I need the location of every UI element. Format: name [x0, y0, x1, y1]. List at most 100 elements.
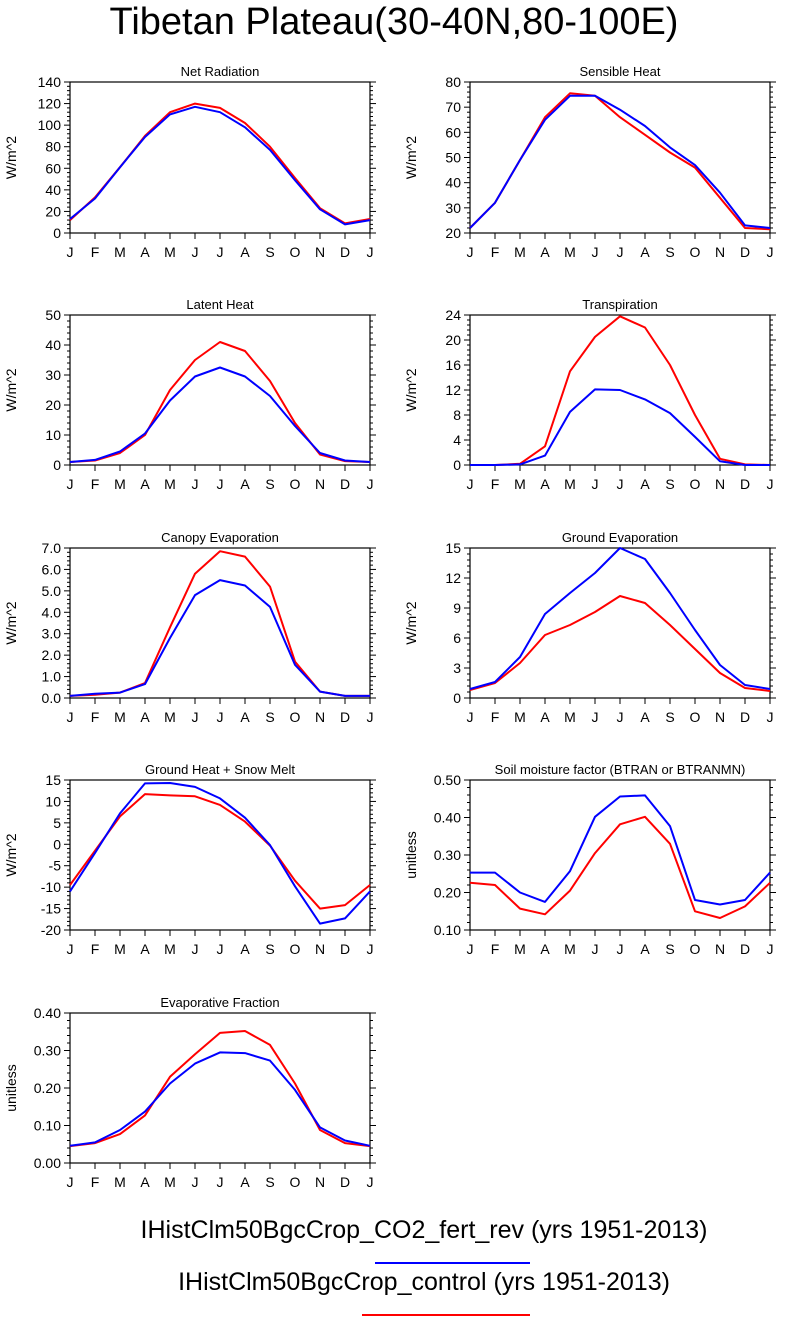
legend-line-1 — [375, 1262, 530, 1264]
x-tick-label: N — [315, 941, 325, 957]
chart-panel-7: Ground Heat + Snow Melt W/m^2 -20 -15 -10 -5 0… — [3, 762, 376, 957]
y-tick-label: 8 — [453, 407, 461, 423]
chart-title: Transpiration — [582, 297, 657, 312]
series-line-2 — [470, 794, 771, 906]
series-line-1 — [69, 1030, 371, 1148]
plot-frame — [69, 547, 371, 699]
x-tick-label: M — [564, 476, 576, 492]
series-line-2 — [69, 366, 371, 463]
y-tick-label: 6.0 — [42, 561, 62, 577]
series-line-1 — [469, 595, 771, 692]
y-tick-label: 16 — [445, 357, 461, 373]
y-tick-label: 3.0 — [42, 626, 62, 642]
x-tick-label: S — [265, 941, 274, 957]
x-tick-label: F — [91, 709, 100, 725]
x-tick-label: A — [640, 709, 650, 725]
y-tick-label: 0 — [453, 690, 461, 706]
x-tick-label: D — [740, 244, 750, 260]
x-tick-label: F — [491, 709, 500, 725]
y-tick-label: 12 — [445, 570, 461, 586]
x-tick-label: A — [140, 709, 150, 725]
x-tick-label: F — [491, 476, 500, 492]
y-tick-label: 0 — [53, 836, 61, 852]
y-tick-label: 0.10 — [34, 1118, 61, 1134]
x-tick-label: J — [192, 476, 199, 492]
y-tick-label: 4.0 — [42, 604, 62, 620]
x-tick-label: A — [640, 244, 650, 260]
x-tick-label: M — [564, 709, 576, 725]
x-tick-label: O — [290, 476, 301, 492]
x-tick-label: S — [665, 476, 674, 492]
x-tick-label: J — [192, 1174, 199, 1190]
plot-frame — [69, 1012, 371, 1164]
x-tick-label: O — [690, 941, 701, 957]
series-line-2 — [470, 388, 770, 466]
series-line-2 — [469, 94, 771, 229]
y-tick-label: 3 — [453, 660, 461, 676]
y-tick-label: 140 — [38, 74, 62, 90]
y-tick-label: 20 — [445, 332, 461, 348]
legend-entry-1: IHistClm50BgcCrop_CO2_fert_rev (yrs 1951… — [60, 1216, 788, 1245]
legend-label: IHistClm50BgcCrop_control (yrs 1951-2013… — [178, 1268, 670, 1296]
x-tick-label: J — [467, 476, 474, 492]
y-axis-label: W/m^2 — [403, 368, 419, 411]
y-tick-label: 0.50 — [434, 772, 461, 788]
x-tick-label: A — [140, 941, 150, 957]
y-tick-label: 50 — [45, 307, 61, 323]
x-tick-label: J — [67, 709, 74, 725]
y-tick-label: 0 — [453, 457, 461, 473]
x-tick-label: N — [715, 709, 725, 725]
page-title: Tibetan Plateau(30-40N,80-100E) — [109, 1, 679, 43]
series-line-1 — [69, 550, 370, 697]
x-tick-label: S — [265, 476, 274, 492]
x-tick-label: M — [164, 1174, 176, 1190]
x-tick-label: A — [240, 1174, 250, 1190]
x-tick-label: O — [290, 709, 301, 725]
series-line-1 — [69, 793, 371, 910]
x-tick-label: M — [114, 476, 126, 492]
plot-frame — [469, 81, 771, 234]
x-tick-label: F — [91, 1174, 100, 1190]
chart-panel-8: Soil moisture factor (BTRAN or BTRANMN) u… — [403, 762, 776, 957]
x-tick-label: M — [114, 1174, 126, 1190]
x-tick-label: J — [767, 476, 774, 492]
x-tick-label: D — [340, 244, 350, 260]
x-tick-label: D — [340, 476, 350, 492]
x-tick-label: A — [140, 476, 150, 492]
y-tick-label: 120 — [38, 96, 62, 112]
y-tick-label: 20 — [45, 397, 61, 413]
x-tick-label: D — [740, 709, 750, 725]
x-tick-label: J — [767, 941, 774, 957]
x-tick-label: J — [592, 709, 599, 725]
x-tick-label: O — [290, 1174, 301, 1190]
x-tick-label: A — [240, 476, 250, 492]
x-tick-label: F — [91, 244, 100, 260]
x-tick-label: M — [114, 709, 126, 725]
x-tick-label: A — [240, 244, 250, 260]
x-tick-label: J — [217, 476, 224, 492]
chart-title: Ground Heat + Snow Melt — [145, 762, 295, 777]
y-tick-label: 5.0 — [42, 583, 62, 599]
x-tick-label: O — [290, 244, 301, 260]
y-tick-label: 0.10 — [434, 922, 461, 938]
y-tick-label: 7.0 — [42, 540, 62, 556]
chart-title: Ground Evaporation — [562, 530, 678, 545]
x-tick-label: M — [114, 941, 126, 957]
y-tick-label: 40 — [445, 175, 461, 191]
x-tick-label: O — [690, 709, 701, 725]
y-tick-label: 0.30 — [434, 847, 461, 863]
y-tick-label: 10 — [45, 793, 61, 809]
x-tick-label: S — [665, 941, 674, 957]
plot-frame — [69, 314, 371, 466]
y-tick-label: 70 — [445, 99, 461, 115]
x-tick-label: M — [514, 941, 526, 957]
x-tick-label: N — [315, 709, 325, 725]
x-tick-label: M — [564, 941, 576, 957]
x-tick-label: J — [367, 244, 374, 260]
y-tick-label: 100 — [38, 117, 62, 133]
x-tick-label: D — [740, 941, 750, 957]
series-line-2 — [69, 782, 371, 925]
x-tick-label: A — [140, 244, 150, 260]
x-tick-label: F — [491, 941, 500, 957]
